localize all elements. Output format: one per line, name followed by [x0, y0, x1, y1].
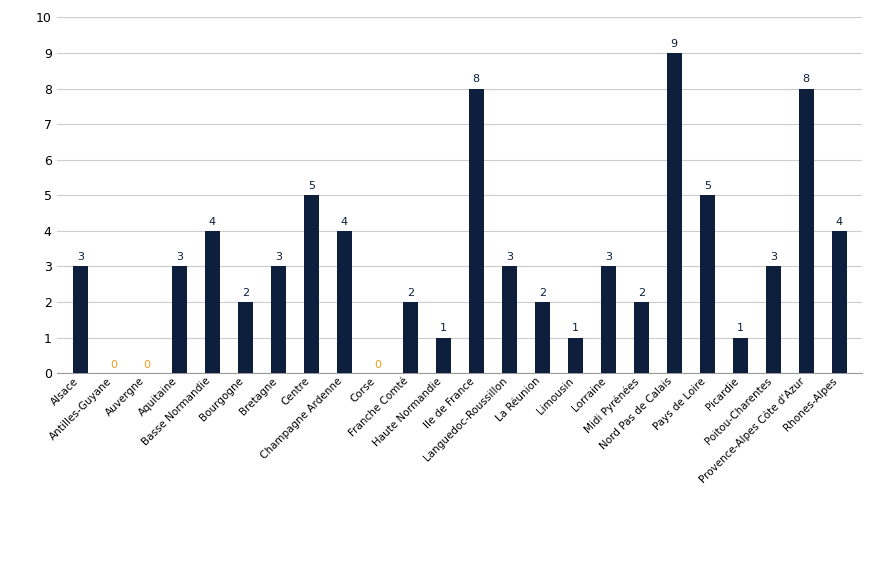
- Text: 4: 4: [836, 217, 843, 227]
- Text: 3: 3: [605, 252, 612, 262]
- Text: 3: 3: [770, 252, 777, 262]
- Text: 9: 9: [671, 39, 678, 49]
- Bar: [436, 338, 451, 373]
- Text: 5: 5: [308, 181, 315, 191]
- Text: 2: 2: [407, 288, 414, 298]
- Bar: [337, 231, 352, 373]
- Text: 0: 0: [374, 360, 381, 370]
- Bar: [766, 266, 781, 373]
- Bar: [634, 302, 649, 373]
- Text: 4: 4: [341, 217, 348, 227]
- Text: 2: 2: [242, 288, 249, 298]
- Bar: [271, 266, 286, 373]
- Text: 4: 4: [209, 217, 216, 227]
- Bar: [238, 302, 253, 373]
- Bar: [502, 266, 517, 373]
- Text: 3: 3: [275, 252, 282, 262]
- Bar: [469, 89, 484, 373]
- Text: 5: 5: [704, 181, 711, 191]
- Text: 1: 1: [572, 324, 579, 333]
- Text: 1: 1: [440, 324, 447, 333]
- Text: 0: 0: [143, 360, 150, 370]
- Text: 2: 2: [638, 288, 645, 298]
- Bar: [799, 89, 814, 373]
- Bar: [304, 195, 319, 373]
- Bar: [73, 266, 88, 373]
- Bar: [832, 231, 847, 373]
- Text: 2: 2: [539, 288, 546, 298]
- Bar: [700, 195, 715, 373]
- Text: 3: 3: [506, 252, 513, 262]
- Bar: [568, 338, 583, 373]
- Text: 8: 8: [803, 75, 810, 85]
- Text: 8: 8: [473, 75, 480, 85]
- Bar: [667, 53, 682, 373]
- Text: 1: 1: [737, 324, 744, 333]
- Text: 3: 3: [176, 252, 183, 262]
- Bar: [733, 338, 748, 373]
- Bar: [535, 302, 550, 373]
- Bar: [205, 231, 220, 373]
- Bar: [601, 266, 616, 373]
- Text: 3: 3: [77, 252, 84, 262]
- Bar: [403, 302, 418, 373]
- Text: 0: 0: [110, 360, 117, 370]
- Bar: [172, 266, 187, 373]
